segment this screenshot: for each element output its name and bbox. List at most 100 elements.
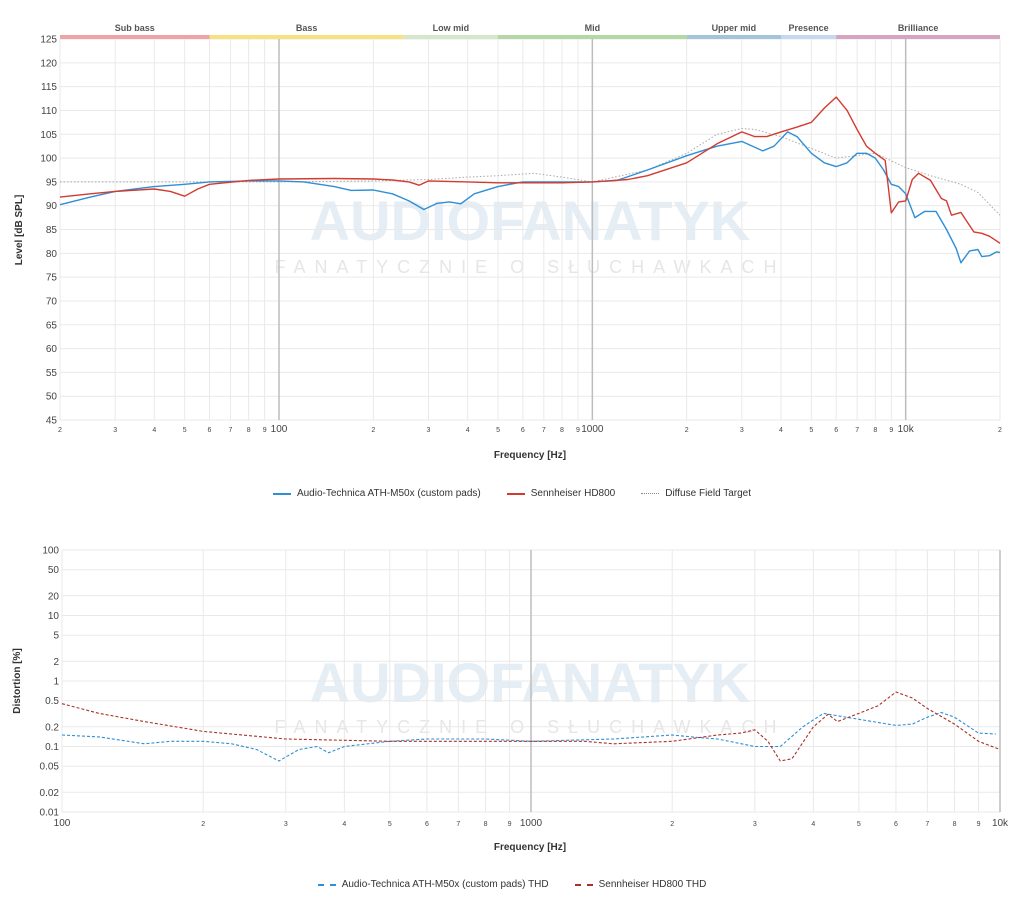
thd-y-tick-label: 20 <box>48 591 60 602</box>
fr-y-tick-label: 55 <box>46 368 58 379</box>
legend-label-atm50x-thd: Audio-Technica ATH-M50x (custom pads) TH… <box>341 879 549 890</box>
thd-y-tick-label: 50 <box>48 565 60 576</box>
fr-x-tick-label: 2 <box>685 427 689 434</box>
fr-x-tick-label: 8 <box>247 427 251 434</box>
thd-y-tick-label: 2 <box>53 657 59 668</box>
band-label: Low mid <box>433 23 470 33</box>
band-label: Mid <box>585 23 601 33</box>
thd-y-axis-label: Distortion [%] <box>12 648 23 714</box>
fr-y-tick-label: 105 <box>40 130 57 141</box>
fr-x-tick-label: 9 <box>889 427 893 434</box>
legend-swatch-atm50x <box>272 492 291 495</box>
thd-y-tick-label: 0.1 <box>45 742 59 753</box>
band-bar <box>403 35 499 39</box>
fr-x-tick-label: 7 <box>229 427 233 434</box>
fr-y-tick-label: 75 <box>46 273 58 284</box>
thd-x-tick-label: 3 <box>284 821 288 828</box>
fr-y-tick-label: 50 <box>46 392 58 403</box>
frequency-bands: Sub bass Bass Low mid Mid Upper mid Presence B… <box>60 23 1000 39</box>
thd-x-tick-label: 9 <box>508 821 512 828</box>
band-label: Presence <box>789 23 829 33</box>
fr-y-tick-label: 100 <box>40 154 57 165</box>
thd-series-lines <box>61 691 1001 762</box>
fr-series-lines <box>59 96 1001 264</box>
legend-item-hd800-thd[interactable]: Sennheiser HD800 THD <box>574 879 707 890</box>
thd-legend[interactable]: Audio-Technica ATH-M50x (custom pads) TH… <box>0 879 1024 890</box>
legend-label-hd800-thd: Sennheiser HD800 THD <box>598 879 707 890</box>
distortion-chart: AUDIOFANATYK FANATYCZNIE O SŁUCHAWKACH 1… <box>12 546 1009 854</box>
fr-x-tick-label: 3 <box>113 427 117 434</box>
legend-label-hd800: Sennheiser HD800 <box>530 488 616 499</box>
fr-y-tick-label: 120 <box>40 58 57 69</box>
thd-x-tick-label: 6 <box>894 821 898 828</box>
thd-x-tick-label: 5 <box>388 821 392 828</box>
band-bar <box>209 35 404 39</box>
legend-swatch-atm50x-thd <box>317 883 336 886</box>
fr-x-tick-label: 4 <box>466 427 470 434</box>
legend-swatch-hd800-thd <box>574 883 593 886</box>
fr-x-tick-label: 9 <box>263 427 267 434</box>
fr-x-tick-label: 7 <box>542 427 546 434</box>
fr-x-tick-label: 6 <box>521 427 525 434</box>
legend-swatch-hd800 <box>506 492 525 495</box>
thd-y-tick-label: 0.02 <box>40 788 60 799</box>
band-bar <box>60 35 210 39</box>
fr-x-tick-label: 8 <box>873 427 877 434</box>
legend-label-target: Diffuse Field Target <box>665 488 752 499</box>
watermark-logo: AUDIOFANATYK <box>310 189 751 252</box>
thd-x-tick-label: 8 <box>484 821 488 828</box>
watermark-logo-2: AUDIOFANATYK <box>310 651 751 714</box>
thd-y-tick-label: 1 <box>53 677 59 688</box>
band-bar <box>498 35 687 39</box>
thd-x-tick-label: 8 <box>953 821 957 828</box>
thd-x-tick-label: 100 <box>54 818 71 829</box>
legend-item-atm50x[interactable]: Audio-Technica ATH-M50x (custom pads) <box>272 488 481 499</box>
thd-x-tick-label: 10k <box>992 818 1009 829</box>
fr-x-tick-label: 100 <box>271 424 288 435</box>
fr-y-tick-label: 110 <box>41 106 57 117</box>
fr-x-tick-label: 2 <box>998 427 1002 434</box>
thd-x-tick-label: 7 <box>456 821 460 828</box>
thd-y-axis-ticks: 100 50 20 10 5 2 1 0.5 0.2 0.1 0.05 0.02 0.01 <box>40 546 60 819</box>
fr-y-tick-label: 115 <box>41 82 57 93</box>
fr-x-tick-label: 4 <box>152 427 156 434</box>
thd-x-tick-label: 3 <box>753 821 757 828</box>
fr-x-tick-label: 5 <box>183 427 187 434</box>
band-label: Bass <box>296 23 318 33</box>
legend-item-hd800[interactable]: Sennheiser HD800 <box>506 488 616 499</box>
thd-y-tick-label: 5 <box>53 631 59 642</box>
frequency-response-chart: AUDIOFANATYK FANATYCZNIE O SŁUCHAWKACH S… <box>14 23 1002 461</box>
fr-x-axis-label: Frequency [Hz] <box>494 450 566 461</box>
fr-series-line-0 <box>59 131 1001 264</box>
legend-label-atm50x: Audio-Technica ATH-M50x (custom pads) <box>296 488 481 499</box>
fr-y-tick-label: 65 <box>46 320 58 331</box>
thd-x-axis-label: Frequency [Hz] <box>494 842 566 853</box>
fr-y-tick-label: 60 <box>46 344 58 355</box>
fr-legend[interactable]: Audio-Technica ATH-M50x (custom pads) Se… <box>0 488 1024 499</box>
fr-x-tick-label: 4 <box>779 427 783 434</box>
thd-x-axis-ticks: 100 2 3 4 5 6 7 8 9 1000 2 3 4 5 6 7 8 9 10k <box>54 818 1009 829</box>
watermark-tagline: FANATYCZNIE O SŁUCHAWKACH <box>274 257 785 277</box>
fr-grid <box>59 38 1001 421</box>
thd-x-tick-label: 6 <box>425 821 429 828</box>
fr-x-tick-label: 5 <box>809 427 813 434</box>
fr-y-axis-label: Level [dB SPL] <box>14 195 25 266</box>
legend-item-target[interactable]: Diffuse Field Target <box>641 488 751 499</box>
fr-y-tick-label: 85 <box>46 225 58 236</box>
thd-x-tick-label: 5 <box>857 821 861 828</box>
watermark-2: AUDIOFANATYK FANATYCZNIE O SŁUCHAWKACH <box>274 651 776 737</box>
fr-x-tick-label: 9 <box>576 427 580 434</box>
thd-x-tick-label: 1000 <box>520 818 543 829</box>
thd-x-tick-label: 4 <box>811 821 815 828</box>
legend-item-atm50x-thd[interactable]: Audio-Technica ATH-M50x (custom pads) TH… <box>317 879 549 890</box>
thd-grid <box>61 549 1001 813</box>
fr-x-tick-label: 8 <box>560 427 564 434</box>
thd-y-tick-label: 0.05 <box>40 762 60 773</box>
fr-x-tick-label: 2 <box>58 427 62 434</box>
fr-x-tick-label: 1000 <box>581 424 604 435</box>
thd-y-tick-label: 0.2 <box>45 722 59 733</box>
fr-x-tick-label: 6 <box>208 427 212 434</box>
thd-y-tick-label: 0.01 <box>40 808 60 819</box>
thd-series-line-1 <box>61 691 1001 762</box>
fr-series-line-1 <box>59 96 1001 244</box>
